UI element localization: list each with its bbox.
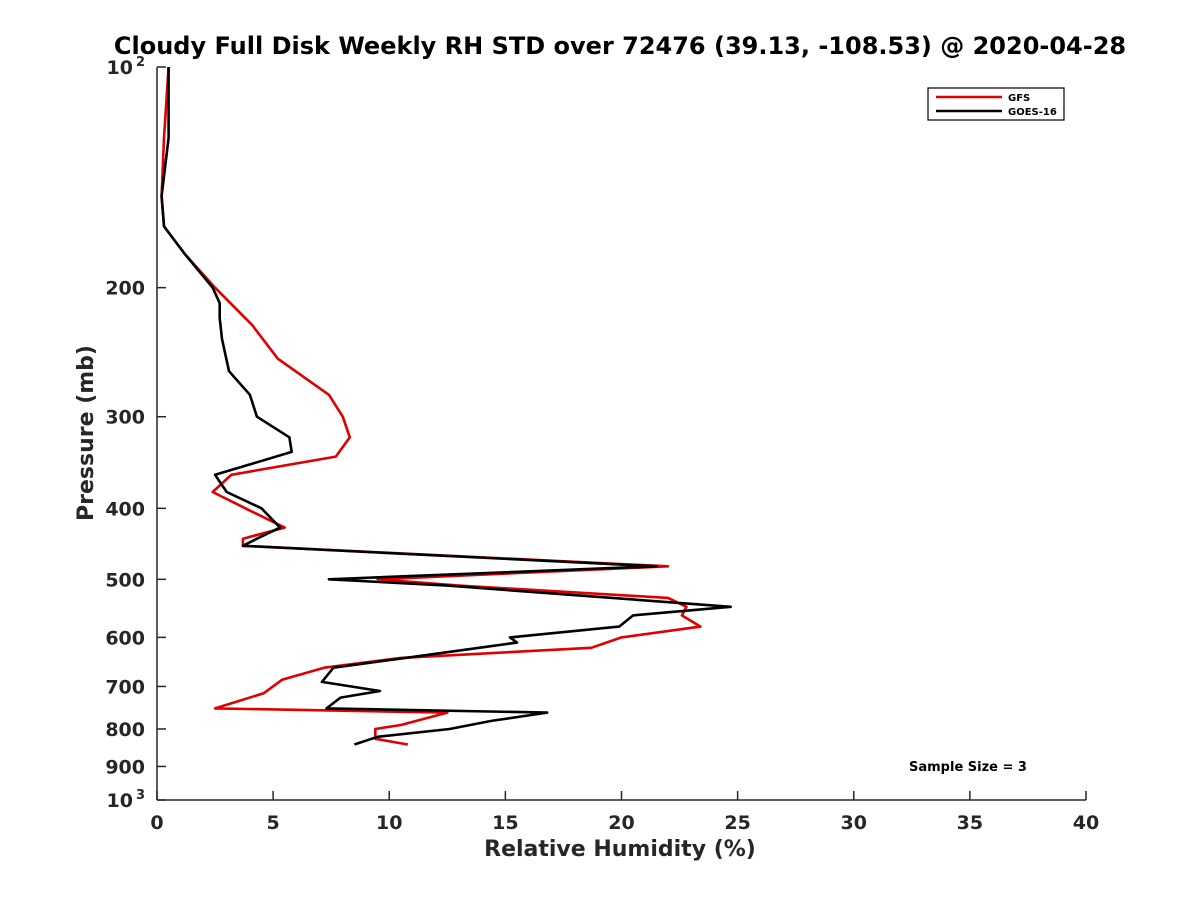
y-tick-label: 600 bbox=[105, 627, 145, 649]
legend: GFS GOES-16 bbox=[927, 87, 1065, 121]
x-tick-label: 20 bbox=[608, 812, 634, 834]
legend-label-gfs: GFS bbox=[1008, 93, 1030, 104]
x-tick-label: 5 bbox=[267, 812, 280, 834]
y-tick-label: 300 bbox=[105, 407, 145, 429]
x-tick-label: 15 bbox=[492, 812, 518, 834]
series-line-goes-16 bbox=[160, 67, 733, 746]
x-tick-label: 40 bbox=[1073, 812, 1099, 834]
series-group bbox=[160, 66, 733, 746]
x-axis-label: Relative Humidity (%) bbox=[484, 837, 756, 862]
x-tick-label: 35 bbox=[957, 812, 983, 834]
y-tick-label: 400 bbox=[105, 498, 145, 520]
x-ticks: 0 5 10 15 20 25 30 35 40 bbox=[150, 791, 1099, 834]
chart-title: Cloudy Full Disk Weekly RH STD over 7247… bbox=[114, 32, 1126, 60]
series-line-gfs bbox=[160, 66, 702, 746]
y-tick-label: 10 bbox=[107, 57, 133, 79]
x-tick-label: 10 bbox=[376, 812, 402, 834]
x-tick-label: 25 bbox=[724, 812, 750, 834]
sample-size-annotation: Sample Size = 3 bbox=[909, 760, 1027, 775]
y-tick-label: 500 bbox=[105, 569, 145, 591]
legend-label-goes-16: GOES-16 bbox=[1008, 107, 1057, 118]
y-tick-label: 800 bbox=[105, 719, 145, 741]
y-tick-label: 10 bbox=[107, 790, 133, 812]
y-tick-exponent: 2 bbox=[136, 55, 145, 70]
legend-box bbox=[927, 87, 1065, 121]
y-tick-label: 200 bbox=[105, 278, 145, 300]
axes bbox=[156, 67, 1086, 801]
x-tick-label: 0 bbox=[150, 812, 163, 834]
y-tick-label: 900 bbox=[105, 756, 145, 778]
y-tick-exponent: 3 bbox=[136, 788, 145, 803]
y-axis-label: Pressure (mb) bbox=[74, 345, 99, 521]
y-tick-label: 700 bbox=[105, 676, 145, 698]
x-tick-label: 30 bbox=[841, 812, 867, 834]
